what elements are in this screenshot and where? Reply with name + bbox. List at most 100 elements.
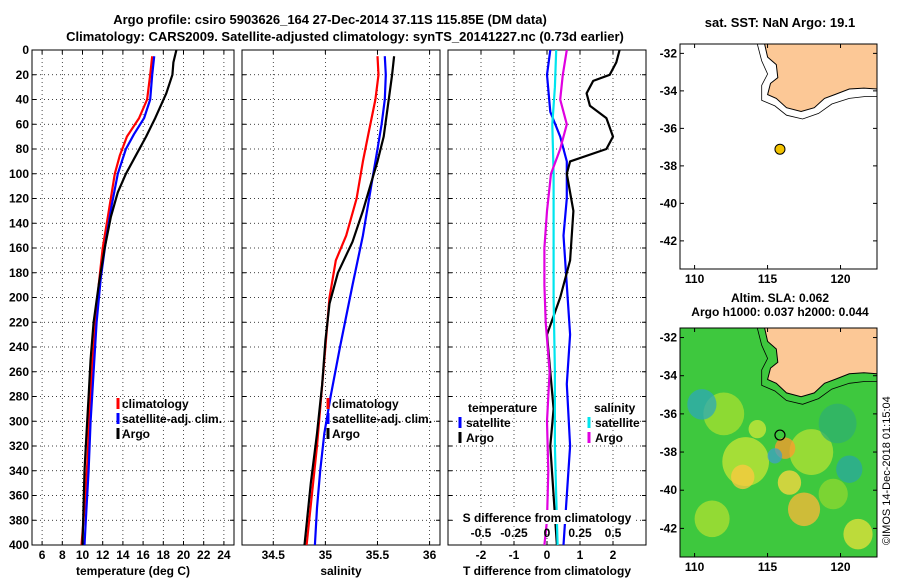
x-tick-label: 110	[685, 560, 705, 574]
legend-title-temperature: temperature	[468, 401, 538, 415]
title-line1: Argo profile: csiro 5903626_164 27-Dec-2…	[113, 12, 547, 27]
series-line-argo	[303, 56, 396, 545]
series-line-s-argo	[543, 50, 568, 545]
y-tick-label: -38	[660, 159, 678, 173]
y-tick-label: 300	[9, 414, 29, 428]
y-tick-label: 220	[9, 315, 29, 329]
sla-blob	[836, 455, 863, 483]
y-tick-label: -34	[660, 84, 678, 98]
x-tick-label: 35	[319, 548, 333, 562]
argo-position-marker	[774, 429, 786, 441]
series-line-satellite-adj-clim-	[313, 56, 387, 545]
y-tick-label: 200	[9, 291, 29, 305]
map-content	[756, 44, 877, 155]
y-tick-label: -36	[660, 407, 678, 421]
sla-blob	[818, 403, 857, 444]
sla-blob	[731, 464, 755, 490]
x2-tick-label: 0.25	[568, 526, 592, 540]
series-line-t-satellite	[545, 50, 572, 545]
shelf-contour	[756, 44, 877, 120]
axes-frame	[679, 327, 878, 558]
x-tick-label: 34.5	[262, 548, 286, 562]
series-line-argo	[81, 50, 178, 545]
watermark: ©IMOS 14-Dec-2018 01:15:04	[881, 396, 893, 545]
y-tick-label: -40	[660, 483, 678, 497]
legend-label: satellite-adj. clim.	[332, 412, 432, 426]
y-tick-label: -42	[660, 234, 678, 248]
series-group	[303, 56, 396, 545]
sla-blob	[687, 389, 717, 420]
y-tick-label: -32	[660, 331, 678, 345]
sla-blob	[789, 429, 834, 475]
y-tick-label: 40	[16, 93, 30, 107]
x-tick-label: 120	[831, 560, 851, 574]
legend-title-salinity: salinity	[594, 401, 636, 415]
x-tick-label: 2	[610, 548, 617, 562]
y-tick-label: -36	[660, 121, 678, 135]
alt-map-title-2: Argo h1000: 0.037 h2000: 0.044	[691, 305, 869, 319]
x-tick-label: 20	[177, 548, 191, 562]
sla-blob	[818, 478, 848, 510]
panel-salinity: 34.5 35 35.5 36 salinity climatologysatellite…	[241, 49, 441, 578]
sla-blob	[843, 518, 873, 550]
sla-blob	[748, 419, 767, 439]
x2-tick-label: 0.5	[605, 526, 622, 540]
series-line-satellite-adj-clim-	[83, 56, 156, 545]
x-axis-label: T difference from climatology	[463, 564, 631, 578]
x-tick-label: 0	[544, 548, 551, 562]
x-tick-label: 115	[758, 272, 778, 286]
legend-label: satellite-adj. clim.	[122, 412, 222, 426]
y-tick-label: 400	[9, 538, 29, 552]
sst-map-title: sat. SST: NaN Argo: 19.1	[704, 15, 856, 30]
y-tick-label: 100	[9, 167, 29, 181]
argo-position-marker	[774, 143, 786, 155]
y-tick-label: 380	[9, 513, 29, 527]
y-tick-label: 0	[22, 43, 29, 57]
legend-label: Argo	[595, 431, 623, 445]
x-tick-label: 35.5	[366, 548, 390, 562]
y-tick-label: -34	[660, 369, 678, 383]
series-group	[543, 50, 621, 545]
legend-label: satellite	[466, 416, 511, 430]
panel-temperature: 6 8 10 12 14 16 18 20 22 240204060801001201401601…	[9, 43, 235, 578]
sla-blob	[694, 500, 730, 538]
x-tick-label: 8	[59, 548, 66, 562]
x2-tick-label: -0.25	[500, 526, 528, 540]
land	[764, 328, 877, 398]
y-tick-label: -40	[660, 196, 678, 210]
alt-map-title-1: Altim. SLA: 0.062	[730, 291, 830, 305]
legend-label: climatology	[332, 397, 399, 411]
x-tick-label: 1	[577, 548, 584, 562]
y-tick-label: 360	[9, 489, 29, 503]
x2-axis-label: S difference from climatology	[463, 511, 632, 525]
legend-label: satellite	[595, 416, 640, 430]
land	[764, 44, 877, 113]
axes-frame	[679, 43, 878, 270]
x2-tick-label: -0.5	[471, 526, 492, 540]
x2-label-bg	[456, 510, 636, 524]
panel-difference: -2 -1 0 1 2 T difference from climatology -0.5…	[447, 49, 647, 578]
y-tick-label: -38	[660, 445, 678, 459]
panel-sst_map: 110 115 120 -32 -34 -36 -38 -40 -42	[660, 43, 878, 286]
x-tick-label: 110	[685, 272, 705, 286]
series-group	[80, 50, 178, 545]
legend-label: Argo	[122, 427, 150, 441]
y-tick-label: -32	[660, 46, 678, 60]
y-tick-label: 80	[16, 142, 30, 156]
x-tick-label: 16	[136, 548, 150, 562]
x-tick-label: 36	[423, 548, 437, 562]
x-tick-label: 6	[39, 548, 46, 562]
y-tick-label: 260	[9, 365, 29, 379]
y-tick-label: 60	[16, 117, 30, 131]
series-line-climatology	[305, 56, 380, 545]
sla-blob	[787, 492, 821, 527]
sla-blob	[777, 470, 802, 495]
y-tick-label: 340	[9, 464, 29, 478]
y-tick-label: -42	[660, 521, 678, 535]
series-line-climatology	[80, 56, 154, 545]
y-tick-label: 20	[16, 68, 30, 82]
sla-blob	[767, 448, 783, 464]
